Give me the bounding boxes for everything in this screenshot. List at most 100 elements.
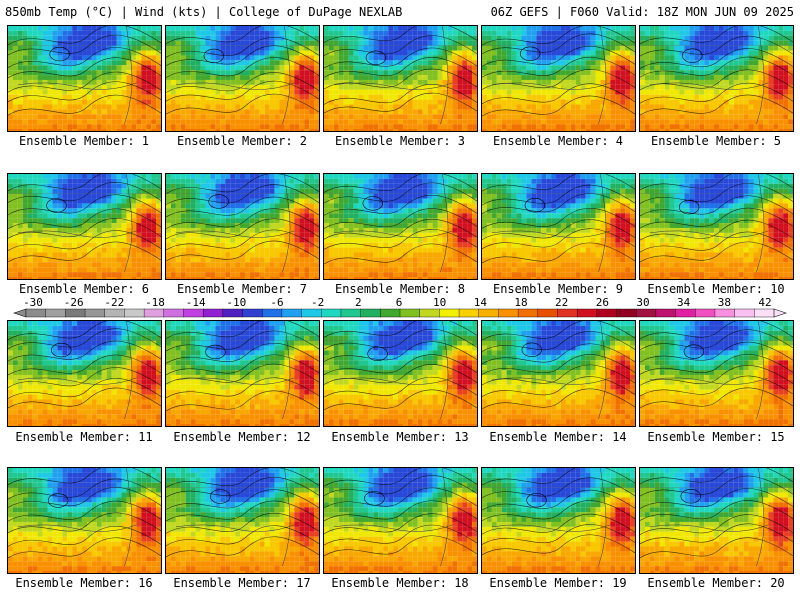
member-number: 8 xyxy=(457,282,466,296)
temperature-field-map xyxy=(640,468,793,573)
member-number: 9 xyxy=(615,282,624,296)
colorbar-tick-label: -22 xyxy=(104,296,125,309)
temperature-field-map xyxy=(8,174,161,279)
temperature-field-map xyxy=(8,468,161,573)
colorbar-segment xyxy=(498,308,519,318)
ensemble-member-map xyxy=(481,173,636,280)
member-number: 19 xyxy=(612,576,627,590)
member-label-prefix: Ensemble Member: xyxy=(15,576,131,590)
temperature-field-map xyxy=(8,26,161,131)
member-label-prefix: Ensemble Member: xyxy=(334,282,451,296)
colorbar-segment xyxy=(458,308,480,318)
colorbar-segment xyxy=(714,308,736,318)
ensemble-member-map xyxy=(323,320,478,427)
colorbar-segment xyxy=(439,308,460,318)
temperature-field-map xyxy=(482,468,635,573)
temperature-field-map xyxy=(640,321,793,426)
member-label-prefix: Ensemble Member: xyxy=(647,282,763,296)
ensemble-member-map xyxy=(165,320,320,427)
ensemble-member-label: Ensemble Member: 7 xyxy=(164,282,320,296)
colorbar-segment xyxy=(596,308,618,318)
ensemble-member-label: Ensemble Member: 20 xyxy=(638,576,794,590)
ensemble-member-map xyxy=(165,467,320,574)
colorbar-segment xyxy=(321,308,342,318)
colorbar-segment xyxy=(537,308,558,318)
member-number: 17 xyxy=(296,576,311,590)
ensemble-member-label: Ensemble Member: 19 xyxy=(480,576,636,590)
member-number: 20 xyxy=(770,576,785,590)
temperature-field-map xyxy=(166,468,319,573)
member-label-prefix: Ensemble Member: xyxy=(173,576,289,590)
member-label-prefix: Ensemble Member: xyxy=(489,576,605,590)
temperature-field-map xyxy=(640,26,793,131)
colorbar-segment xyxy=(281,308,303,318)
colorbar-segment xyxy=(84,308,106,318)
colorbar-segment xyxy=(262,308,283,318)
ensemble-member-map xyxy=(323,467,478,574)
colorbar-segment xyxy=(399,308,421,318)
colorbar-right-arrow xyxy=(773,308,787,318)
colorbar-segment xyxy=(419,308,440,318)
colorbar-tick-label: 26 xyxy=(595,296,609,309)
colorbar-segment xyxy=(517,308,539,318)
colorbar-segment xyxy=(655,308,677,318)
colorbar-segment xyxy=(695,308,716,318)
member-number: 14 xyxy=(612,430,627,444)
colorbar-segment xyxy=(340,308,362,318)
member-label-prefix: Ensemble Member: xyxy=(647,430,763,444)
ensemble-member-map xyxy=(639,173,794,280)
colorbar-segment xyxy=(25,308,47,318)
ensemble-member-map xyxy=(481,25,636,132)
member-label-prefix: Ensemble Member: xyxy=(650,134,767,148)
colorbar-tick-label: -26 xyxy=(63,296,84,309)
ensemble-member-label: Ensemble Member: 12 xyxy=(164,430,320,444)
member-number: 6 xyxy=(141,282,150,296)
colorbar-segment xyxy=(576,308,598,318)
temperature-field-map xyxy=(482,174,635,279)
colorbar-segment xyxy=(65,308,86,318)
temperature-colorbar xyxy=(13,308,787,318)
colorbar-tick-label: 34 xyxy=(677,296,691,309)
ensemble-member-map xyxy=(323,173,478,280)
member-number: 5 xyxy=(773,134,782,148)
ensemble-member-map xyxy=(165,173,320,280)
colorbar-tick-label: 2 xyxy=(355,296,362,309)
member-number: 2 xyxy=(299,134,308,148)
ensemble-member-label: Ensemble Member: 2 xyxy=(164,134,320,148)
member-number: 12 xyxy=(296,430,311,444)
member-number: 13 xyxy=(454,430,469,444)
member-number: 15 xyxy=(770,430,785,444)
colorbar-tick-label: 10 xyxy=(433,296,447,309)
temperature-field-map xyxy=(640,174,793,279)
ensemble-member-label: Ensemble Member: 13 xyxy=(322,430,478,444)
colorbar-segment xyxy=(478,308,499,318)
colorbar-segment xyxy=(242,308,263,318)
ensemble-member-label: Ensemble Member: 17 xyxy=(164,576,320,590)
colorbar-segment xyxy=(557,308,578,318)
colorbar-tick-label: -30 xyxy=(23,296,43,309)
member-number: 18 xyxy=(454,576,469,590)
ensemble-member-label: Ensemble Member: 6 xyxy=(6,282,162,296)
member-label-prefix: Ensemble Member: xyxy=(18,282,135,296)
member-label-prefix: Ensemble Member: xyxy=(176,282,293,296)
ensemble-member-map xyxy=(639,320,794,427)
member-label-prefix: Ensemble Member: xyxy=(331,576,447,590)
colorbar-tick-label: 14 xyxy=(473,296,487,309)
temperature-field-map xyxy=(324,321,477,426)
colorbar-tick-label: -2 xyxy=(311,296,325,309)
member-number: 3 xyxy=(457,134,466,148)
ensemble-member-map xyxy=(481,320,636,427)
ensemble-member-label: Ensemble Member: 1 xyxy=(6,134,162,148)
temperature-field-map xyxy=(166,321,319,426)
colorbar-tick-label: -6 xyxy=(270,296,284,309)
colorbar-segment xyxy=(675,308,696,318)
colorbar-tick-label: -14 xyxy=(185,296,206,309)
ensemble-member-label: Ensemble Member: 5 xyxy=(638,134,794,148)
colorbar-tick-labels: -30 -26 -22 -18 -14 -10 -6 -2 2 6 10 14 18 22 26 30 34 38… xyxy=(0,296,800,309)
member-label-prefix: Ensemble Member: xyxy=(647,576,763,590)
ensemble-member-map xyxy=(7,25,162,132)
colorbar-segment xyxy=(734,308,755,318)
ensemble-member-label: Ensemble Member: 4 xyxy=(480,134,636,148)
product-title: 850mb Temp (°C) | Wind (kts) | College o… xyxy=(5,5,403,19)
colorbar-tick-label: 18 xyxy=(514,296,528,309)
